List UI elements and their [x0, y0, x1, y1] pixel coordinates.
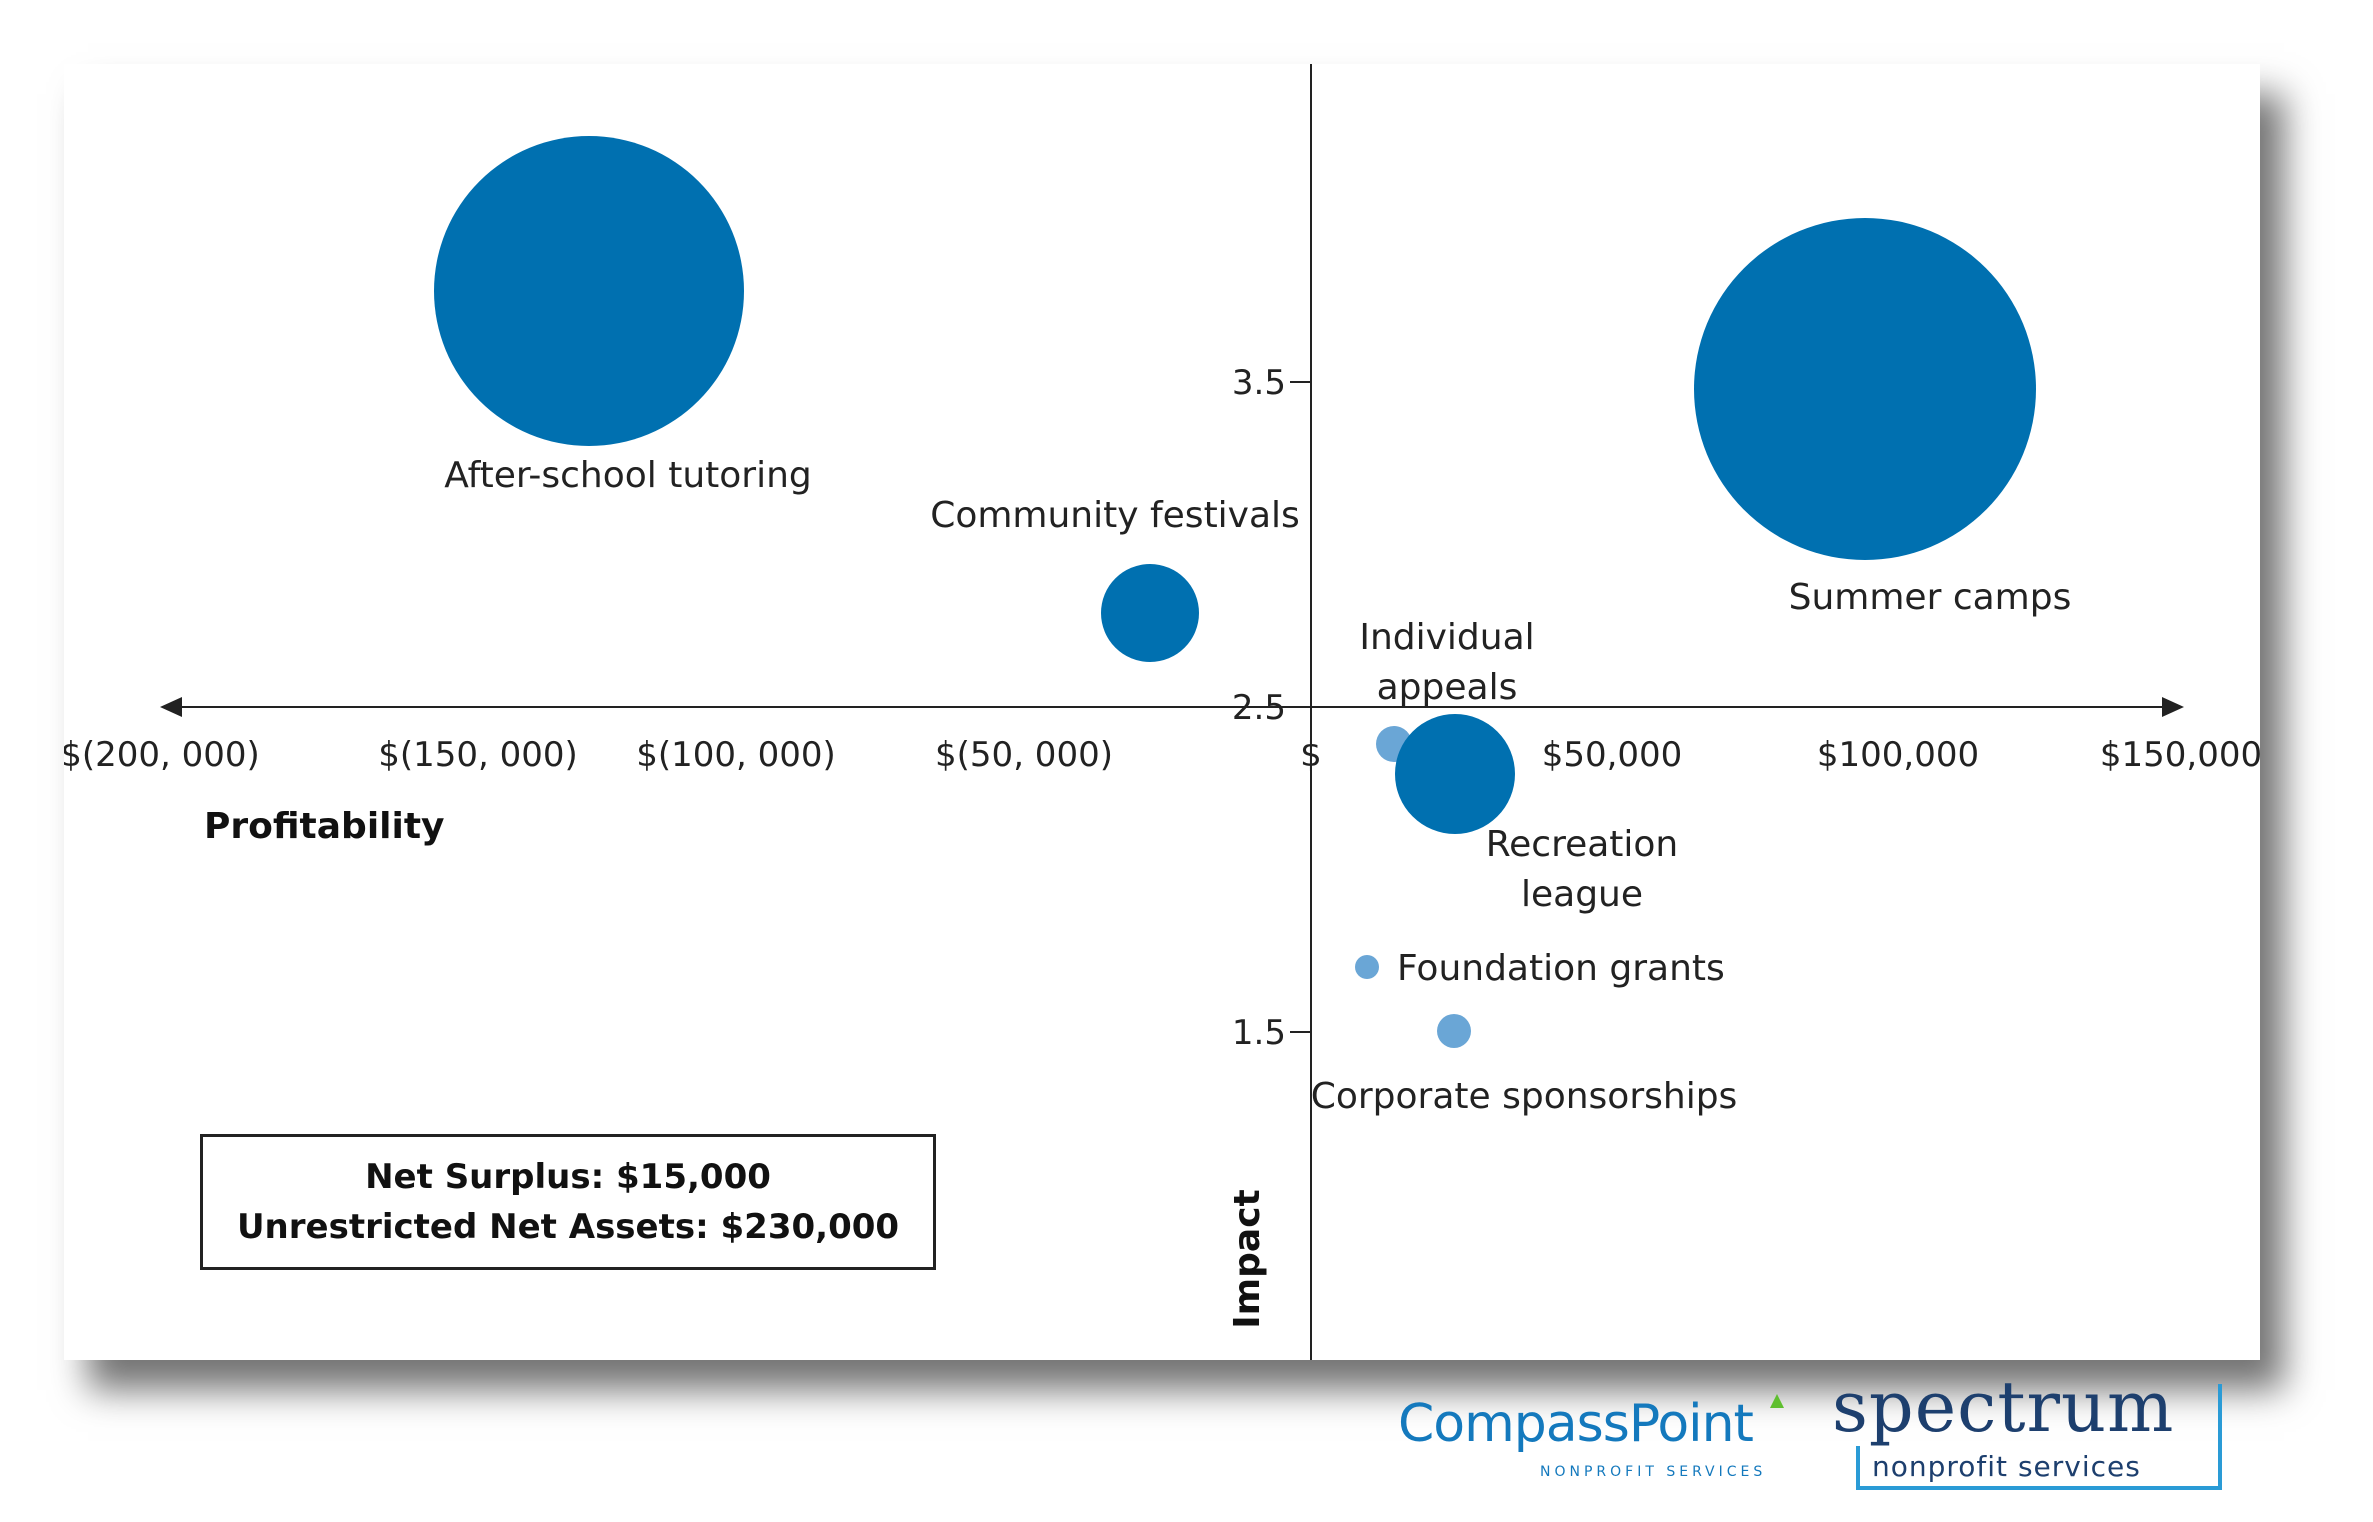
x-tick-label: $(200, 000): [64, 735, 260, 775]
spectrum-logo: spectrum nonprofit services: [1832, 1366, 2228, 1500]
summary-box: Net Surplus: $15,000 Unrestricted Net As…: [200, 1134, 936, 1270]
x-tick-label: $(50, 000): [935, 735, 1113, 775]
spectrum-bracket-icon: [1856, 1384, 2222, 1490]
bubble-label: Individual appeals: [1359, 617, 1534, 708]
y-tick-label: 2.5: [1232, 688, 1286, 728]
chart-card: $(200, 000) $(150, 000) $(100, 000) $(50, 0…: [64, 64, 2260, 1360]
x-tick-label: $150,000: [2100, 735, 2260, 775]
compass-mark-icon: [1770, 1394, 1784, 1408]
x-tick-label: $50,000: [1542, 735, 1683, 775]
bubble-point: [1101, 564, 1199, 662]
bubble-point: [1355, 955, 1379, 979]
bubble-point: [1694, 218, 2036, 560]
compasspoint-logo: CompassPoint NONPROFIT SERVICES: [1398, 1394, 1798, 1494]
unrestricted-net-assets-text: Unrestricted Net Assets: $230,000: [236, 1207, 900, 1247]
y-axis-title: Impact: [1227, 1189, 1268, 1329]
footer-logos: CompassPoint NONPROFIT SERVICES spectrum…: [1398, 1366, 2228, 1500]
y-tick-label: 3.5: [1232, 363, 1286, 403]
bubble-point: [1395, 714, 1515, 834]
spectrum-bracket-left-icon: [1856, 1446, 1860, 1490]
bubble-label: Summer camps: [1789, 577, 2072, 618]
x-axis-title: Profitability: [204, 806, 445, 847]
x-axis-left-arrow-icon: [160, 697, 182, 717]
x-tick-label: $100,000: [1817, 735, 1979, 775]
bubble-label: After-school tutoring: [444, 455, 812, 496]
bubble-label: Corporate sponsorships: [1311, 1076, 1738, 1117]
x-tick-label: $(150, 000): [378, 735, 578, 775]
bubble-chart: $(200, 000) $(150, 000) $(100, 000) $(50, 0…: [64, 64, 2260, 1360]
x-tick-label: $(100, 000): [636, 735, 836, 775]
bubble-point: [434, 136, 744, 446]
bubble-label: Foundation grants: [1397, 948, 1725, 989]
bubble-point: [1437, 1014, 1471, 1048]
spectrum-logo-subtitle: nonprofit services: [1872, 1450, 2141, 1483]
compasspoint-logo-subtitle: NONPROFIT SERVICES: [1540, 1464, 1767, 1480]
bubble-label: Community festivals: [930, 495, 1300, 536]
x-tick-label: $: [1300, 735, 1322, 775]
compasspoint-logo-name: CompassPoint: [1398, 1394, 1754, 1454]
x-axis-right-arrow-icon: [2162, 697, 2184, 717]
net-surplus-text: Net Surplus: $15,000: [365, 1157, 771, 1197]
y-tick-label: 1.5: [1232, 1013, 1286, 1053]
bubble-label: Recreation league: [1486, 824, 1679, 915]
spectrum-logo-name: spectrum: [1832, 1366, 2175, 1448]
